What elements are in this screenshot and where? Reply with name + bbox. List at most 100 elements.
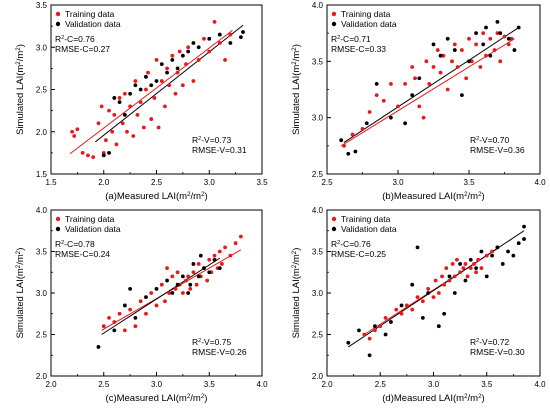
training-point (175, 270, 180, 275)
training-point (133, 324, 138, 329)
validation-point (144, 295, 148, 300)
training-point (180, 291, 185, 295)
stat-rmse-validation: RMSE-V=0.26 (192, 347, 247, 357)
training-point (217, 249, 222, 254)
training-point (381, 98, 386, 103)
training-point (167, 83, 172, 88)
training-point (415, 295, 420, 300)
training-point (474, 42, 478, 47)
x-tick-label: 3.5 (463, 178, 475, 187)
validation-point (512, 48, 517, 52)
validation-point (445, 36, 450, 41)
legend-marker-validation (55, 226, 61, 232)
training-point (144, 87, 148, 92)
y-tick-label: 2.0 (36, 372, 48, 381)
validation-point (399, 303, 404, 308)
chart-panel-c: 2.0 2.5 3.0 3.5 4.0 2.0 2.5 3.0 3.5 4.0 (c)Measure… (15, 206, 269, 404)
stat-rmse-validation: RMSE-V=0.31 (192, 145, 247, 155)
training-point (421, 115, 426, 120)
validation-point (490, 253, 494, 258)
stat-r2-calibration: R2-C=0.76 (331, 239, 371, 249)
training-point (72, 134, 77, 138)
training-point (481, 31, 486, 36)
y-tick-label: 3.5 (36, 1, 48, 10)
validation-point (468, 257, 473, 262)
validation-point (239, 35, 243, 40)
validation-point (122, 112, 127, 117)
training-point (450, 59, 454, 64)
legend-marker-training (55, 216, 61, 222)
stat-r2-validation: R2-V=0.73 (192, 135, 231, 145)
training-point (220, 262, 224, 266)
validation-point (442, 311, 447, 316)
training-point (474, 270, 478, 275)
x-axis-label: (b)Measured LAI(m2/m2) (382, 191, 484, 203)
training-point (479, 266, 484, 270)
validation-point (241, 30, 245, 34)
training-point (173, 286, 178, 291)
y-tick-label: 1.5 (36, 170, 48, 179)
validation-point (191, 262, 196, 266)
stat-rmse-validation: RMSE-V=0.36 (470, 145, 525, 155)
legend-marker-validation (331, 21, 337, 27)
validation-point (438, 53, 443, 58)
validation-point (96, 345, 101, 349)
training-point (165, 66, 169, 71)
training-point (154, 303, 159, 308)
training-point (441, 53, 446, 58)
validation-point (186, 291, 191, 295)
training-point (138, 299, 143, 304)
x-axis-label: (c)Measured LAI(m2/m2) (106, 393, 208, 405)
y-tick-label: 2.5 (312, 170, 324, 179)
training-point (436, 291, 441, 295)
training-point (424, 59, 429, 64)
training-point (131, 134, 136, 138)
validation-point (452, 48, 457, 52)
x-tick-label: 3.5 (204, 380, 216, 389)
x-tick-label: 2.5 (151, 178, 163, 187)
x-axis-label: (a)Measured LAI(m2/m2) (105, 191, 207, 203)
training-point (447, 278, 452, 283)
training-point (452, 42, 457, 47)
validation-point (170, 291, 175, 295)
validation-point (474, 31, 478, 36)
x-tick-label: 4.0 (534, 178, 546, 187)
training-point (476, 257, 481, 262)
validation-point (165, 278, 169, 283)
training-point (103, 138, 108, 143)
training-point (173, 91, 178, 96)
x-tick-label: 1.5 (45, 178, 57, 187)
training-point (170, 274, 175, 279)
training-point (120, 121, 125, 126)
x-tick-label: 3.0 (428, 380, 440, 389)
training-point (410, 307, 415, 312)
y-tick-label: 3.0 (36, 289, 48, 298)
y-axis-label: Simulated LAI(m2/m2) (291, 248, 303, 339)
training-point (125, 129, 129, 134)
validation-point (373, 324, 377, 329)
y-tick-label: 2.5 (36, 86, 48, 95)
validation-point (180, 53, 185, 58)
validation-point (488, 53, 493, 58)
y-tick-label: 2.0 (312, 372, 324, 381)
validation-point (128, 286, 133, 291)
training-point (75, 127, 80, 132)
validation-point (420, 316, 425, 320)
training-point (167, 291, 172, 295)
training-point (154, 58, 159, 62)
stat-r2-validation: R2-V=0.75 (192, 337, 231, 347)
y-tick-label: 3.0 (312, 289, 324, 298)
validation-point (154, 286, 159, 291)
validation-point (467, 59, 471, 64)
training-point (194, 282, 199, 287)
validation-point (144, 74, 148, 79)
training-point (99, 104, 104, 109)
training-point (188, 286, 193, 291)
training-point (374, 93, 379, 98)
y-tick-label: 2.5 (312, 331, 324, 340)
training-point (114, 142, 119, 147)
training-point (455, 65, 460, 69)
training-point (403, 81, 407, 86)
training-point (159, 282, 164, 287)
